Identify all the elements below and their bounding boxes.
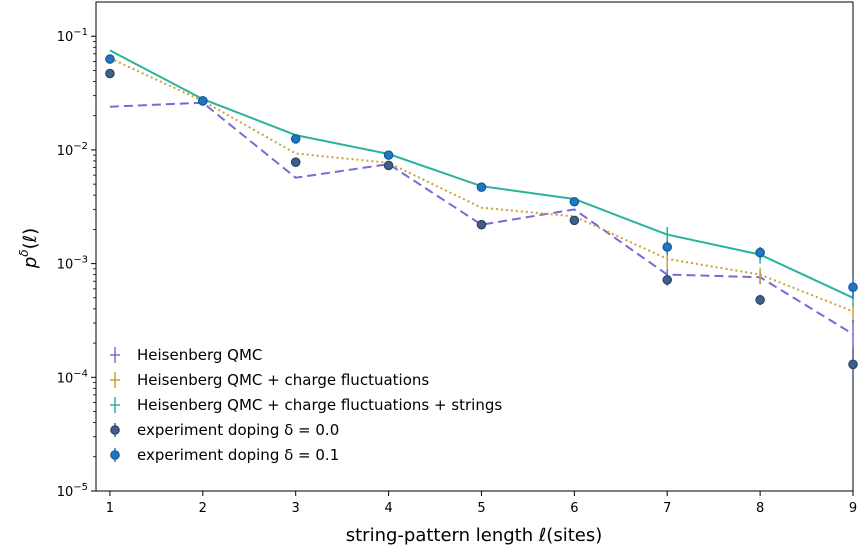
- x-tick-label: 6: [570, 501, 578, 516]
- y-tick-label: 10−4: [57, 368, 88, 386]
- series-line-2: [109, 57, 854, 313]
- x-tick-label: 4: [384, 501, 392, 516]
- legend-label-5: experiment doping δ = 0.1: [137, 446, 339, 464]
- series-5-point: [662, 242, 673, 252]
- x-tick-label: 5: [477, 501, 485, 516]
- y-axis-label: pδ(ℓ): [17, 228, 41, 269]
- axis-ticks: 1 2 3 4 5 6 7 8 9 10−1 10−2 10−3 10−4 10−5: [57, 27, 857, 516]
- legend-label-3: Heisenberg QMC + charge fluctuations + s…: [137, 396, 502, 414]
- series-4-point: [476, 219, 487, 230]
- legend-marker: [110, 425, 120, 435]
- x-axis-label: string-pattern length ℓ(sites): [346, 525, 603, 546]
- series-5-point: [198, 96, 208, 106]
- series-4-point: [848, 359, 858, 370]
- series-line-1: [109, 101, 854, 335]
- series-4-point: [755, 295, 765, 305]
- x-tick-label: 7: [663, 501, 671, 516]
- series-5-point: [848, 282, 858, 293]
- series-4-point: [569, 215, 580, 226]
- series-5-point: [105, 54, 115, 64]
- series-5-point: [476, 182, 487, 192]
- x-tick-label: 8: [756, 501, 764, 516]
- series-line-3: [109, 49, 854, 299]
- y-tick-label: 10−2: [57, 141, 88, 159]
- x-tick-label: 9: [849, 501, 857, 516]
- series-5-point: [755, 247, 765, 258]
- legend-marker: [110, 450, 120, 460]
- y-tick-label: 10−3: [57, 255, 88, 273]
- series-5-point: [383, 150, 394, 160]
- legend: Heisenberg QMC Heisenberg QMC + charge fl…: [110, 346, 502, 464]
- legend-label-1: Heisenberg QMC: [137, 346, 262, 364]
- x-tick-label: 3: [292, 501, 300, 516]
- plot-frame: [95, 1, 854, 492]
- y-axis-label-arg: (ℓ): [20, 228, 41, 249]
- y-tick-label: 10−1: [57, 27, 88, 45]
- series-4-point: [383, 160, 394, 171]
- plot-area: [95, 1, 858, 492]
- series-4-point: [105, 68, 115, 79]
- y-axis-label-sup: δ: [17, 249, 31, 256]
- series-5-point: [290, 134, 301, 144]
- y-tick-label: 10−5: [57, 482, 88, 500]
- series-4-point: [290, 157, 301, 167]
- x-tick-label: 1: [106, 501, 114, 516]
- series-5-point: [569, 196, 580, 207]
- x-tick-label: 2: [199, 501, 207, 516]
- series-4-point: [662, 275, 673, 285]
- legend-label-2: Heisenberg QMC + charge fluctuations: [137, 371, 429, 389]
- y-axis-label-base: p: [20, 257, 41, 269]
- legend-label-4: experiment doping δ = 0.0: [137, 421, 339, 439]
